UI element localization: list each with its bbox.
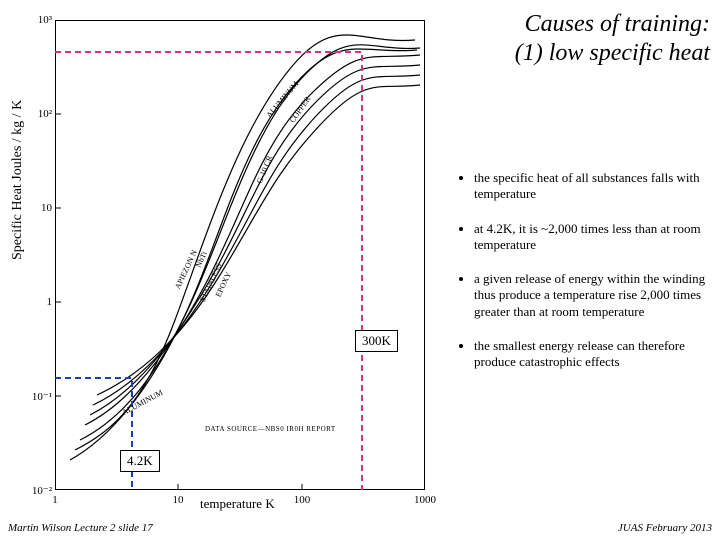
slide-title: Causes of training: (1) low specific hea… xyxy=(515,10,710,68)
ytick-1e2: 10² xyxy=(28,108,52,120)
curve-stainless xyxy=(85,55,420,425)
footer-right: JUAS February 2013 xyxy=(618,522,712,534)
xtick-1: 1 xyxy=(40,494,70,506)
bullet-4: the smallest energy release can therefor… xyxy=(474,338,710,371)
label-box-4-2k: 4.2K xyxy=(120,450,160,472)
y-axis-label: Specific Heat Joules / kg / K xyxy=(10,100,26,260)
chart: ALUMINUM COPPER G-10 CR APIEZON N NbTi S… xyxy=(55,20,425,490)
xtick-10: 10 xyxy=(163,494,193,506)
ytick-1e3: 10³ xyxy=(28,14,52,26)
xtick-1000: 1000 xyxy=(410,494,440,506)
curve-epoxy xyxy=(93,75,420,405)
xtick-100: 100 xyxy=(287,494,317,506)
title-line-2: (1) low specific heat xyxy=(515,40,710,66)
footer-left: Martin Wilson Lecture 2 slide 17 xyxy=(8,522,153,534)
bullet-3: a given release of energy within the win… xyxy=(474,271,710,320)
curve-apiezon xyxy=(70,49,417,460)
ytick-1e1: 10 xyxy=(28,202,52,214)
label-box-300k: 300K xyxy=(355,330,398,352)
ytick-1e0: 1 xyxy=(28,296,52,308)
data-source-note: DATA SOURCE—NBS0 IR0H REPORT xyxy=(205,425,336,433)
x-axis-label: temperature K xyxy=(200,496,275,512)
bullet-2: at 4.2K, it is ~2,000 times less than at… xyxy=(474,221,710,254)
curve-aluminum xyxy=(75,35,415,450)
bullet-1: the specific heat of all substances fall… xyxy=(474,170,710,203)
curve-nbti xyxy=(90,65,420,415)
bullet-list: the specific heat of all substances fall… xyxy=(460,170,710,388)
title-line-1: Causes of training: xyxy=(525,11,710,37)
ytick-1e-1: 10⁻¹ xyxy=(28,390,52,403)
chart-svg xyxy=(55,20,425,490)
